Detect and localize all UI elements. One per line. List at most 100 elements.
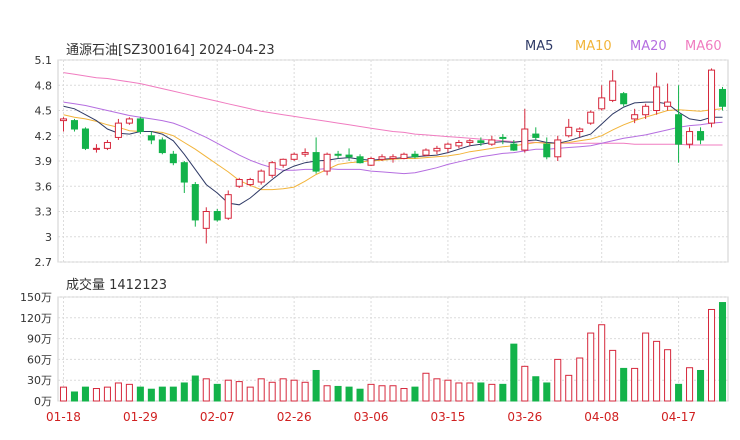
volume-bar (708, 308, 716, 402)
candle-body (301, 152, 309, 155)
candle-body (312, 152, 320, 172)
volume-bar (257, 378, 265, 402)
legend-ma60: MA60 (685, 39, 722, 54)
volume-bar (70, 391, 78, 402)
candle-body (400, 153, 408, 159)
candle-body (631, 114, 639, 120)
legend-ma10: MA10 (575, 39, 612, 54)
candle-body (92, 147, 100, 150)
volume-bar (488, 383, 496, 402)
xtick-label: 03-06 (354, 410, 389, 424)
candle-body (235, 179, 243, 187)
candle-body (191, 184, 199, 221)
volume-bar (268, 381, 276, 402)
candle-body (367, 157, 375, 166)
xtick-label: 03-15 (430, 410, 465, 424)
xtick-label: 01-29 (123, 410, 158, 424)
price-ytick: 2.7 (35, 256, 53, 269)
volume-bar (224, 379, 232, 402)
legend-ma20: MA20 (630, 39, 667, 54)
candle-body (587, 111, 595, 124)
volume-bar (114, 382, 122, 402)
volume-bar (455, 382, 463, 402)
candle-body (81, 128, 89, 149)
volume-bar (246, 386, 254, 402)
candle-body (180, 162, 188, 183)
volume-bar (543, 382, 551, 402)
ma60-line (63, 72, 723, 146)
volume-bar (290, 379, 298, 402)
volume-bar (653, 340, 661, 402)
candle-body (620, 93, 628, 105)
price-ytick: 4.2 (35, 130, 53, 143)
volume-bar (147, 388, 155, 402)
volume-bar (125, 383, 133, 402)
price-ytick: 3.3 (35, 206, 53, 219)
volume-bar (59, 386, 68, 402)
volume-bar (554, 358, 562, 402)
volume-bar (565, 374, 573, 402)
volume-bar (378, 385, 386, 402)
candle-body (499, 136, 507, 139)
volume-bar (609, 349, 617, 402)
volume-bar (444, 379, 452, 402)
candle-body (345, 154, 353, 158)
volume-bar (169, 386, 177, 402)
xtick-label: 04-08 (584, 410, 619, 424)
price-ytick: 3 (45, 231, 52, 244)
candle-body (114, 122, 122, 138)
candle-body (609, 80, 617, 101)
candle-body (290, 153, 298, 160)
volume-ytick: 30万 (27, 374, 52, 387)
candle-body (213, 211, 221, 221)
volume-bar (477, 382, 485, 402)
volume-bar (686, 367, 694, 402)
candle-body (422, 149, 430, 156)
candle-body (466, 140, 474, 143)
volume-bar (433, 378, 441, 402)
legend-ma5: MA5 (525, 39, 554, 54)
candle-body (444, 143, 452, 149)
volume-bar (235, 381, 243, 402)
volume-bar (81, 386, 89, 402)
candle-body (653, 86, 661, 111)
volume-bar (279, 378, 287, 402)
candle-body (125, 118, 133, 124)
volume-bar (334, 385, 342, 402)
xtick-label: 03-26 (507, 410, 542, 424)
chart-title: 通源石油[SZ300164] 2024-04-23 (66, 43, 275, 58)
volume-bar (323, 385, 331, 402)
volume-title: 成交量 1412123 (66, 278, 168, 293)
volume-bar (675, 383, 683, 402)
candle-body (202, 211, 210, 229)
candle-body (70, 120, 78, 130)
volume-bar (312, 369, 320, 402)
candle-body (334, 153, 342, 156)
volume-bar (389, 385, 397, 402)
candle-body (323, 153, 331, 172)
candle-body (565, 126, 573, 137)
volume-bar (598, 324, 606, 402)
volume-bar (92, 388, 100, 402)
candle-body (521, 128, 529, 151)
volume-bar (411, 386, 419, 402)
volume-bar (345, 386, 353, 402)
volume-bar (158, 386, 166, 402)
candle-body (598, 97, 606, 110)
xtick-label: 02-07 (200, 410, 235, 424)
volume-bar (400, 388, 408, 402)
volume-bar (521, 365, 529, 402)
candle-body (224, 194, 232, 219)
candle-body (510, 143, 518, 151)
candle-body (246, 179, 254, 186)
volume-bar (532, 376, 540, 402)
volume-bar (191, 375, 199, 402)
volume-bar (213, 383, 221, 402)
volume-ytick: 0万 (34, 395, 52, 408)
volume-ytick: 120万 (20, 312, 52, 325)
candle-body (697, 131, 705, 141)
candle-body (433, 147, 441, 152)
candle-body (136, 118, 144, 133)
candle-body (664, 101, 672, 107)
volume-bar (697, 369, 705, 402)
